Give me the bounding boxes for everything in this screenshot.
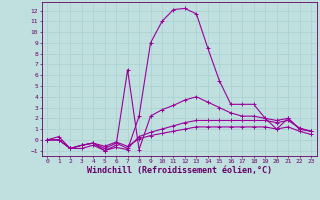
X-axis label: Windchill (Refroidissement éolien,°C): Windchill (Refroidissement éolien,°C) — [87, 166, 272, 175]
